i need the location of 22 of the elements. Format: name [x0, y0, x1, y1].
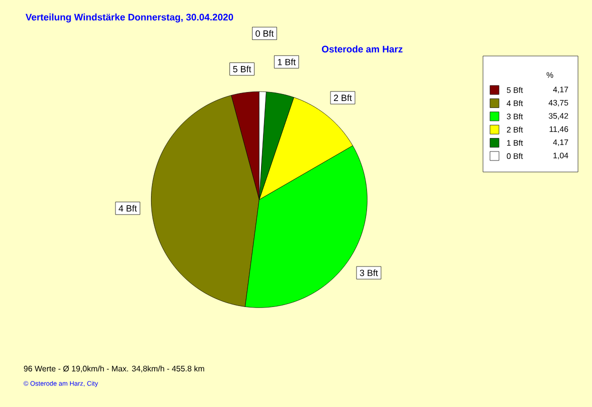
chart-title: Verteilung Windstärke Donnerstag, 30.04.2020: [26, 14, 234, 22]
data-label: 4,17: [553, 140, 568, 146]
slice-label: 5 Bft: [233, 66, 252, 72]
data-label: 35,42: [548, 113, 568, 120]
data-label: 1,04: [554, 152, 568, 160]
legend-label: 1 Bft: [507, 140, 523, 146]
legend-label: 5 Bft: [506, 87, 523, 93]
chart-subtitle: Osterode am Harz: [322, 46, 402, 52]
legend-label: 0 Bft: [506, 153, 523, 159]
data-label: 43,75: [548, 100, 568, 106]
legend-label: 2 Bft: [506, 126, 523, 133]
slice-label: 1 Bft: [278, 58, 296, 66]
data-label: 11,46: [550, 126, 568, 133]
category-label: 0 Bft: [256, 30, 274, 37]
slice-label: 2 Bft: [334, 94, 352, 102]
legend-label: 3 Bft: [506, 113, 523, 120]
text: 96 Werte - Ø 19,0km/h - Max. 34,8km/h - 455.8 km: [24, 366, 204, 372]
slice-label: 4 Bft: [118, 204, 137, 212]
data-label: 4,17: [553, 86, 568, 94]
legend-label: 4 Bft: [506, 100, 523, 106]
legend-title: %: [546, 72, 554, 78]
slice-label: 3 Bft: [360, 270, 378, 276]
